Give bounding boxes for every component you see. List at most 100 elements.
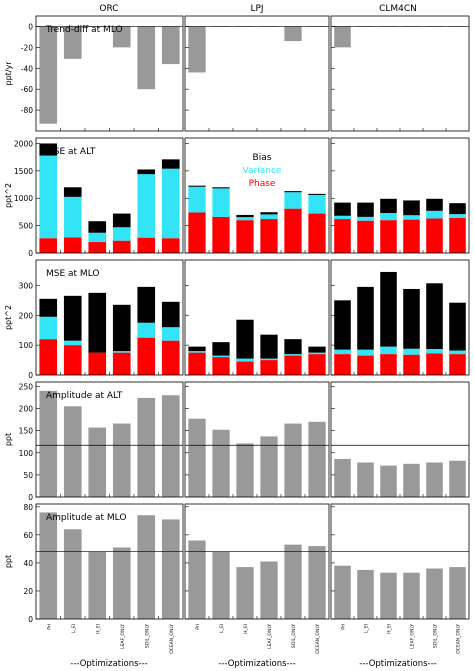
bar bbox=[260, 561, 278, 619]
y-tick-label: 0 bbox=[28, 22, 33, 31]
bar-segment-phase bbox=[63, 345, 82, 375]
bar-segment-phase bbox=[426, 218, 443, 253]
y-tick-label: 40 bbox=[23, 559, 33, 568]
panel-mse_alt-lpj: Bias Variance Phase bbox=[184, 137, 330, 254]
y-tick-label: -20 bbox=[21, 43, 33, 52]
bar-segment-phase bbox=[357, 355, 374, 375]
bar bbox=[63, 26, 82, 59]
panels: ppt/yr -80 -60 -40 -20 0 Trend-diff at MLO ppt^… bbox=[4, 15, 470, 624]
bar-segment-phase bbox=[403, 219, 420, 253]
panel-frame bbox=[184, 15, 330, 132]
y-tick-label: 1000 bbox=[14, 194, 33, 203]
panel-frame bbox=[184, 503, 330, 620]
bar-segment-bias bbox=[380, 198, 397, 214]
bar bbox=[380, 572, 397, 619]
panel-mse_mlo-orc: 0 100 200 300 MSE at MLO bbox=[19, 259, 184, 380]
bar-segment-bias bbox=[334, 202, 351, 216]
bar-segment-variance bbox=[380, 346, 397, 355]
y-tick-label: 0 bbox=[28, 615, 33, 624]
panel-mse_alt-orc: 0 500 1000 1500 2000 MSE at ALT bbox=[14, 137, 184, 258]
bar bbox=[426, 568, 443, 619]
bar-segment-bias bbox=[449, 203, 466, 215]
bar-segment-bias bbox=[334, 300, 351, 350]
panel-title-amp_alt: Amplitude at ALT bbox=[46, 391, 123, 401]
bar-segment-phase bbox=[188, 352, 206, 375]
bar bbox=[112, 547, 131, 619]
bar-segment-phase bbox=[334, 354, 351, 375]
bar-segment-variance bbox=[161, 168, 180, 239]
y-tick-label: 2000 bbox=[14, 139, 33, 148]
panel-frame bbox=[330, 259, 470, 376]
bar-segment-bias bbox=[260, 334, 278, 359]
bar-segment-phase bbox=[212, 357, 230, 375]
bar-segment-phase bbox=[449, 354, 466, 375]
bar-segment-bias bbox=[236, 214, 254, 218]
column-title-orc: ORC bbox=[99, 4, 118, 14]
bar bbox=[161, 395, 180, 497]
legend-variance: Variance bbox=[243, 166, 282, 176]
bar-segment-variance bbox=[188, 351, 206, 353]
bar-segment-bias bbox=[403, 288, 420, 349]
bar-segment-variance bbox=[137, 322, 156, 338]
bar-segment-phase bbox=[403, 354, 420, 375]
bar bbox=[426, 462, 443, 497]
bar-segment-bias bbox=[236, 319, 254, 359]
panel-amp_mlo-orc: 0 20 40 60 80 Amplitude at MLO bbox=[23, 503, 184, 624]
y-tick-label: 100 bbox=[19, 341, 34, 350]
bar-segment-phase bbox=[284, 208, 302, 253]
y-axis-label-amp_mlo: ppt bbox=[4, 555, 13, 568]
bar bbox=[112, 423, 131, 497]
x-tick-label: LEAF_ONLY bbox=[120, 624, 126, 649]
bar-segment-phase bbox=[426, 353, 443, 375]
x-tick-label: H_EI bbox=[95, 624, 101, 634]
bar bbox=[334, 26, 351, 48]
bar-segment-bias bbox=[137, 286, 156, 323]
bar-segment-variance bbox=[308, 194, 326, 214]
bar-segment-bias bbox=[426, 198, 443, 211]
x-tick-label: H_EI bbox=[387, 624, 393, 634]
y-tick-label: 300 bbox=[19, 281, 34, 290]
x-tick-label: LEAF_ONLY bbox=[410, 624, 416, 649]
legend-phase: Phase bbox=[249, 179, 276, 189]
bar-segment-phase bbox=[39, 339, 58, 375]
y-tick-label: 150 bbox=[19, 427, 34, 436]
bar-segment-phase bbox=[334, 219, 351, 253]
bar bbox=[188, 418, 206, 497]
bar bbox=[137, 515, 156, 619]
bar-segment-variance bbox=[449, 350, 466, 355]
bar-segment-phase bbox=[449, 217, 466, 253]
legend-bias: Bias bbox=[253, 153, 272, 163]
y-tick-label: 50 bbox=[23, 471, 33, 480]
bar-segment-variance bbox=[212, 355, 230, 358]
y-axis-label-mse_alt: ppt^2 bbox=[4, 183, 13, 208]
y-tick-label: 60 bbox=[23, 531, 33, 540]
x-tick-label: SOIL_ONLY bbox=[291, 624, 297, 648]
bar-segment-variance bbox=[63, 340, 82, 346]
bar-segment-bias bbox=[112, 304, 131, 352]
bar bbox=[39, 26, 58, 124]
bar bbox=[284, 26, 302, 42]
x-tick-label: OCEAN_ONLY bbox=[315, 624, 321, 654]
bar bbox=[188, 26, 206, 73]
bar-segment-phase bbox=[188, 212, 206, 253]
bar bbox=[260, 436, 278, 497]
y-tick-label: 0 bbox=[28, 249, 33, 258]
bar-segment-variance bbox=[403, 348, 420, 355]
bar-segment-variance bbox=[284, 354, 302, 356]
panel-amp_alt-orc: 0 50 100 150 200 250 Amplitude at ALT bbox=[19, 381, 184, 502]
bar bbox=[236, 567, 254, 619]
bar-segment-variance bbox=[380, 213, 397, 221]
bar-segment-phase bbox=[260, 360, 278, 375]
bar bbox=[137, 397, 156, 497]
x-tick-labels: Pri L_EI H_EI LEAF_ONLY SOIL_ONLY OCEAN_ONLY P… bbox=[46, 624, 461, 654]
bar bbox=[334, 565, 351, 619]
bar-segment-bias bbox=[357, 286, 374, 350]
column-title-clm4cn: CLM4CN bbox=[379, 4, 417, 14]
bar-segment-bias bbox=[212, 187, 230, 189]
y-tick-label: 200 bbox=[19, 405, 34, 414]
y-axis-label-trend: ppt/yr bbox=[4, 61, 13, 86]
bar-segment-bias bbox=[284, 191, 302, 193]
bar-segment-variance bbox=[39, 316, 58, 340]
bar bbox=[357, 569, 374, 619]
y-tick-label: -40 bbox=[21, 64, 33, 73]
